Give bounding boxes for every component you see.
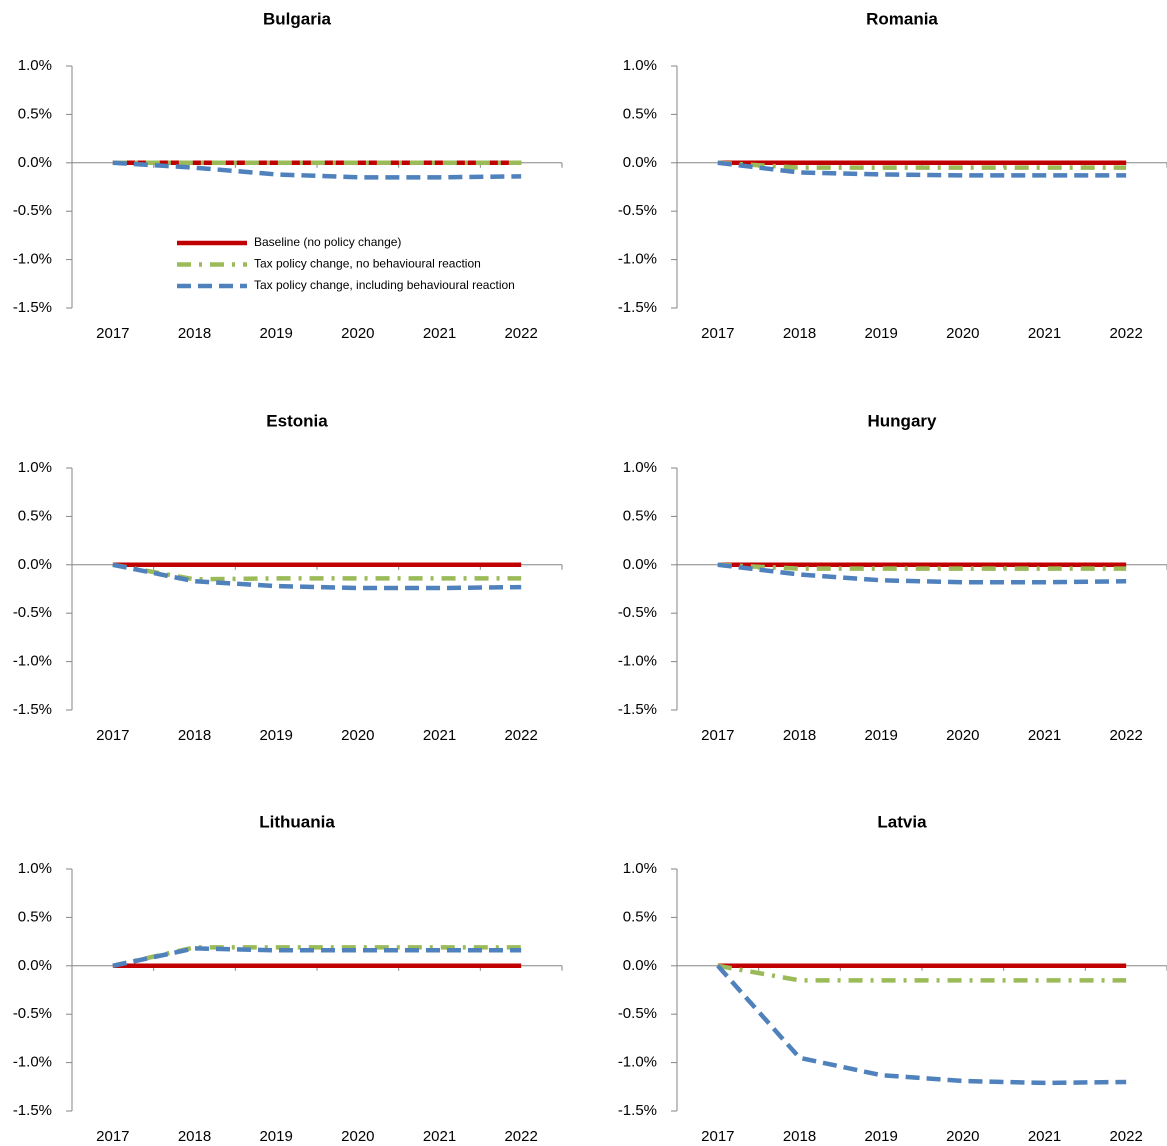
x-tick-label: 2020 — [341, 325, 374, 342]
x-tick-label: 2021 — [423, 727, 456, 744]
chart-title: Romania — [866, 9, 938, 28]
chart-title: Latvia — [877, 812, 927, 831]
x-tick-label: 2017 — [96, 1128, 129, 1145]
x-tick-label: 2018 — [783, 1128, 816, 1145]
series-line — [112, 160, 522, 180]
legend-label: Tax policy change, no behavioural reacti… — [254, 257, 481, 271]
x-tick-label: 2021 — [1028, 1128, 1061, 1145]
x-tick-label: 2017 — [701, 727, 734, 744]
chart-panel: Romania 1.0% 0.5% 0.0% -0.5% -1.0% -1.5% 2017 20… — [618, 9, 1167, 342]
x-tick-label: 2021 — [423, 1128, 456, 1145]
y-tick-label: 0.0% — [623, 957, 657, 974]
x-tick-label: 2018 — [783, 727, 816, 744]
y-tick-label: 1.0% — [18, 459, 52, 476]
y-tick-label: 0.0% — [18, 957, 52, 974]
x-tick-label: 2022 — [504, 727, 537, 744]
series-line — [717, 963, 1127, 983]
series-line — [716, 964, 1127, 1086]
legend-label: Tax policy change, including behavioural… — [254, 278, 515, 292]
x-tick-label: 2020 — [946, 1128, 979, 1145]
series-line — [717, 160, 1127, 170]
y-tick-label: 0.5% — [18, 908, 52, 925]
y-tick-label: 0.0% — [18, 154, 52, 171]
x-tick-label: 2021 — [1028, 727, 1061, 744]
x-tick-label: 2020 — [341, 1128, 374, 1145]
y-tick-label: 0.5% — [623, 507, 657, 524]
y-tick-label: -0.5% — [13, 604, 52, 621]
x-tick-label: 2019 — [864, 1128, 897, 1145]
y-tick-label: -1.5% — [618, 701, 657, 718]
y-tick-label: -1.0% — [13, 1054, 52, 1071]
chart-panel: Hungary 1.0% 0.5% 0.0% -0.5% -1.0% -1.5% 2017 20… — [618, 411, 1167, 744]
y-tick-label: -1.0% — [13, 251, 52, 268]
x-tick-label: 2022 — [1109, 727, 1142, 744]
y-tick-label: 0.0% — [18, 556, 52, 573]
x-tick-label: 2020 — [946, 325, 979, 342]
y-tick-label: 0.5% — [623, 908, 657, 925]
y-tick-label: 1.0% — [623, 57, 657, 74]
chart-panel: Bulgaria 1.0% 0.5% 0.0% -0.5% -1.0% -1.5% 2017 2… — [13, 9, 563, 342]
x-tick-label: 2018 — [178, 325, 211, 342]
x-tick-label: 2019 — [864, 727, 897, 744]
x-tick-label: 2019 — [259, 727, 292, 744]
series-line — [717, 562, 1127, 571]
chart-panel: Latvia 1.0% 0.5% 0.0% -0.5% -1.0% -1.5% 2017 201… — [618, 812, 1167, 1145]
series-line — [717, 562, 1127, 585]
y-tick-label: -0.5% — [618, 1005, 657, 1022]
chart-title: Lithuania — [259, 812, 335, 831]
y-tick-label: -1.0% — [618, 653, 657, 670]
x-tick-label: 2017 — [701, 1128, 734, 1145]
legend-label: Baseline (no policy change) — [254, 235, 401, 249]
x-tick-label: 2019 — [259, 325, 292, 342]
y-tick-label: -1.5% — [13, 1102, 52, 1119]
x-tick-label: 2018 — [783, 325, 816, 342]
series-line — [717, 160, 1127, 178]
y-tick-label: 1.0% — [18, 57, 52, 74]
series-line — [112, 946, 522, 969]
x-tick-label: 2017 — [96, 325, 129, 342]
y-tick-label: -0.5% — [13, 1005, 52, 1022]
chart-title: Bulgaria — [263, 9, 332, 28]
y-tick-label: -1.0% — [13, 653, 52, 670]
y-tick-label: 0.0% — [623, 556, 657, 573]
x-tick-label: 2018 — [178, 1128, 211, 1145]
y-tick-label: 0.5% — [623, 105, 657, 122]
x-tick-label: 2020 — [341, 727, 374, 744]
series-line — [112, 562, 522, 591]
x-tick-label: 2017 — [96, 727, 129, 744]
y-tick-label: -1.5% — [13, 701, 52, 718]
y-tick-label: 0.0% — [623, 154, 657, 171]
x-tick-label: 2018 — [178, 727, 211, 744]
y-tick-label: -0.5% — [13, 202, 52, 219]
x-tick-label: 2022 — [504, 325, 537, 342]
x-tick-label: 2021 — [1028, 325, 1061, 342]
chart-panel: Lithuania 1.0% 0.5% 0.0% -0.5% -1.0% -1.5% 2017… — [13, 812, 563, 1145]
x-tick-label: 2020 — [946, 727, 979, 744]
chart-title: Estonia — [266, 411, 328, 430]
y-tick-label: -0.5% — [618, 202, 657, 219]
x-tick-label: 2021 — [423, 325, 456, 342]
y-tick-label: 1.0% — [623, 459, 657, 476]
y-tick-label: 0.5% — [18, 507, 52, 524]
y-tick-label: -1.5% — [618, 299, 657, 316]
x-tick-label: 2019 — [259, 1128, 292, 1145]
y-tick-label: -1.5% — [618, 1102, 657, 1119]
y-tick-label: 1.0% — [18, 860, 52, 877]
x-tick-label: 2022 — [1109, 325, 1142, 342]
y-tick-label: -1.0% — [618, 251, 657, 268]
y-tick-label: -1.0% — [618, 1054, 657, 1071]
x-tick-label: 2022 — [504, 1128, 537, 1145]
y-tick-label: -1.5% — [13, 299, 52, 316]
y-tick-label: -0.5% — [618, 604, 657, 621]
y-tick-label: 1.0% — [623, 860, 657, 877]
chart-title: Hungary — [868, 411, 938, 430]
x-tick-label: 2022 — [1109, 1128, 1142, 1145]
x-tick-label: 2019 — [864, 325, 897, 342]
x-tick-label: 2017 — [701, 325, 734, 342]
y-tick-label: 0.5% — [18, 105, 52, 122]
chart-panel: Estonia 1.0% 0.5% 0.0% -0.5% -1.0% -1.5% 2017 20… — [13, 411, 563, 744]
